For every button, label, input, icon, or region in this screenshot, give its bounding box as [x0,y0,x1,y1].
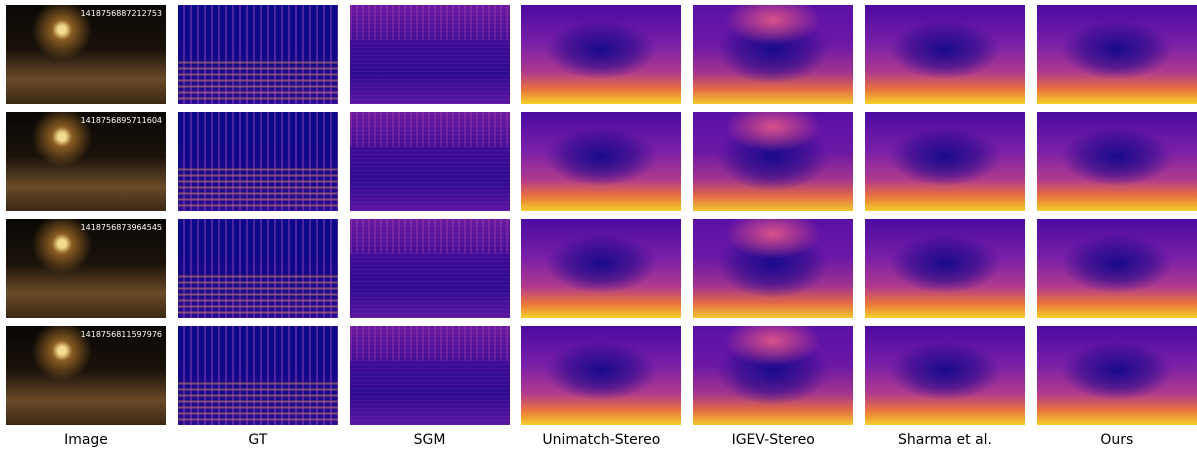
igev-map [693,112,854,211]
timestamp: 1418756873964545 [80,223,162,232]
sharma-map [865,219,1025,318]
sgm-map [349,326,510,425]
igev-map [693,326,854,425]
sgm-map [349,219,510,318]
rgb-image: 1418756811597976 [6,326,166,425]
sgm-map [349,112,510,211]
ground-truth-map [177,112,338,211]
column-label: GT [248,432,268,448]
column-label: Unimatch-Stereo [542,432,661,448]
unimatch-map [521,326,682,425]
ground-truth-map [177,219,338,318]
ground-truth-map [177,5,338,104]
timestamp: 1418756811597976 [80,330,162,339]
unimatch-map [521,219,682,318]
sharma-map [865,112,1025,211]
timestamp: 1418756895711604 [80,116,162,125]
column-label: IGEV-Stereo [731,432,815,448]
ours-map [1036,112,1197,211]
column-label: SGM [413,432,446,448]
ground-truth-map [177,326,338,425]
sgm-map [349,5,510,104]
ours-map [1036,219,1197,318]
column-label: Image [64,432,108,448]
column-label: Ours [1100,432,1134,448]
rgb-image: 1418756873964545 [6,219,166,318]
ours-map [1036,326,1197,425]
column-label: Sharma et al. [898,432,992,448]
sharma-map [865,5,1025,104]
rgb-image: 1418756895711604 [6,112,166,211]
unimatch-map [521,112,682,211]
unimatch-map [521,5,682,104]
sharma-map [865,326,1025,425]
igev-map [693,219,854,318]
ours-map [1036,5,1197,104]
rgb-image: 1418756887212753 [6,5,166,104]
igev-map [693,5,854,104]
timestamp: 1418756887212753 [80,9,162,18]
